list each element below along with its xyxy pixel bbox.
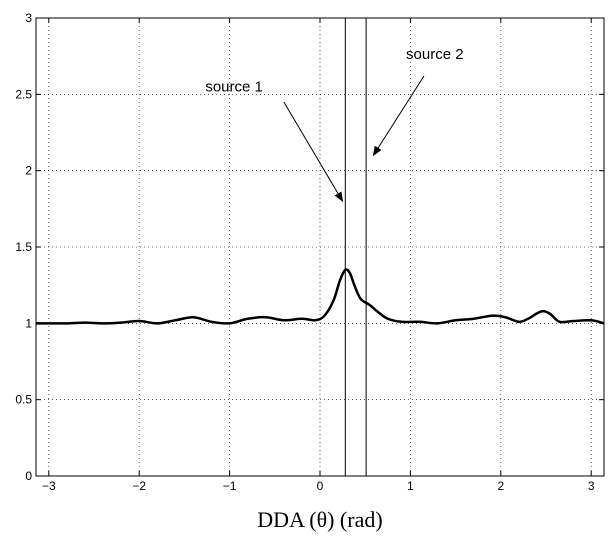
y-tick-label: 1.5 (15, 240, 32, 254)
x-tick-label: 0 (317, 479, 324, 493)
y-tick-label: 0 (25, 469, 32, 483)
ticks: −3 −2 −1 0 1 2 3 0 0.5 1 1.5 2 2.5 3 (15, 11, 604, 493)
series-layer (36, 268, 605, 325)
y-tick-label: 1 (25, 316, 32, 330)
annotation-arrow-source-1 (283, 101, 344, 203)
annotation-arrow-source-2 (372, 75, 425, 157)
x-tick-label: −2 (132, 479, 146, 493)
annotation-label-source-1: source 1 (205, 78, 263, 95)
x-tick-label: 1 (407, 479, 414, 493)
x-tick-label: −3 (42, 479, 56, 493)
x-tick-label: −1 (223, 479, 237, 493)
annotation-label-source-2: source 2 (406, 46, 464, 63)
y-tick-label: 2.5 (15, 87, 32, 101)
vertical-lines (344, 18, 367, 476)
x-tick-label: 3 (588, 479, 595, 493)
y-tick-label: 2 (25, 164, 32, 178)
grid (36, 17, 604, 477)
x-axis-label: DDA (θ) (rad) (257, 507, 382, 532)
x-tick-label: 2 (497, 479, 504, 493)
annotations: source 1 source 2 (205, 46, 464, 203)
series-line (36, 268, 605, 325)
y-tick-label: 3 (25, 11, 32, 25)
y-tick-label: 0.5 (15, 393, 32, 407)
